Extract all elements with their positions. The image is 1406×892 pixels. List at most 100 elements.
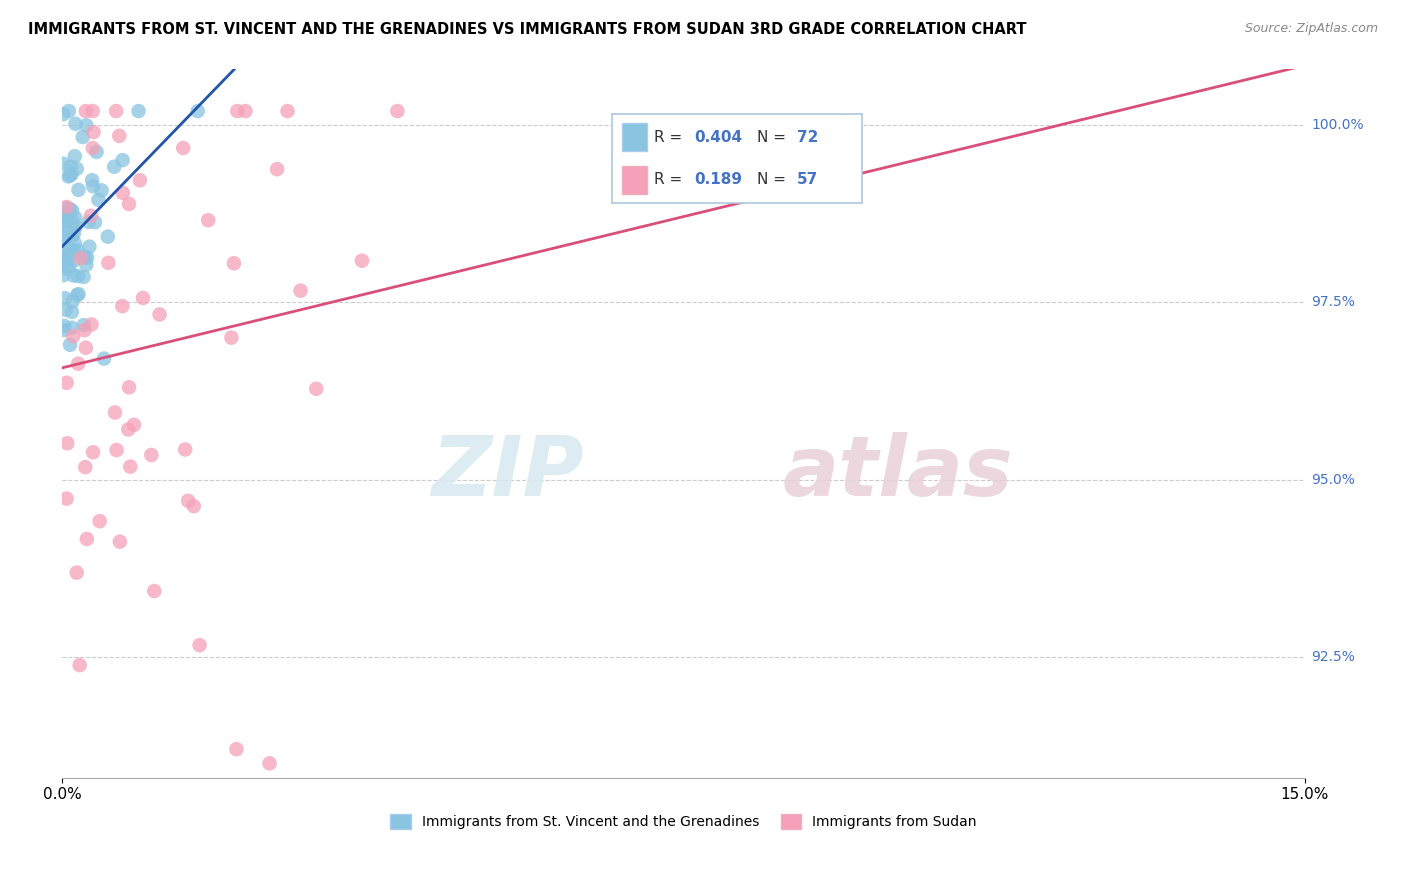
- Immigrants from Sudan: [73, 323, 96, 337]
- Immigrants from Sudan: [118, 197, 141, 211]
- Immigrants from Sudan: [75, 341, 97, 355]
- Immigrants from St. Vincent and the Grenadines: [77, 215, 100, 229]
- Immigrants from St. Vincent and the Grenadines: [67, 287, 90, 301]
- Immigrants from Sudan: [75, 460, 97, 475]
- Immigrants from St. Vincent and the Grenadines: [66, 288, 89, 302]
- Immigrants from St. Vincent and the Grenadines: [62, 268, 84, 283]
- Immigrants from St. Vincent and the Grenadines: [63, 227, 86, 241]
- Immigrants from Sudan: [80, 209, 103, 223]
- Immigrants from St. Vincent and the Grenadines: [63, 236, 86, 251]
- Immigrants from Sudan: [141, 448, 163, 462]
- Immigrants from St. Vincent and the Grenadines: [60, 320, 83, 334]
- Immigrants from St. Vincent and the Grenadines: [93, 351, 115, 366]
- Immigrants from St. Vincent and the Grenadines: [52, 252, 75, 266]
- Immigrants from St. Vincent and the Grenadines: [59, 169, 82, 183]
- Immigrants from St. Vincent and the Grenadines: [128, 104, 150, 119]
- Immigrants from St. Vincent and the Grenadines: [82, 179, 104, 194]
- Text: N =: N =: [756, 129, 786, 145]
- Immigrants from Sudan: [226, 104, 249, 119]
- Immigrants from St. Vincent and the Grenadines: [75, 258, 97, 272]
- Text: 0.404: 0.404: [695, 129, 742, 145]
- Immigrants from Sudan: [62, 329, 84, 343]
- Bar: [621, 166, 647, 194]
- Immigrants from St. Vincent and the Grenadines: [86, 145, 108, 159]
- Immigrants from St. Vincent and the Grenadines: [62, 294, 84, 309]
- Immigrants from Sudan: [89, 514, 111, 528]
- Immigrants from Sudan: [197, 213, 219, 227]
- Immigrants from Sudan: [69, 658, 91, 673]
- Immigrants from St. Vincent and the Grenadines: [58, 260, 80, 275]
- Immigrants from St. Vincent and the Grenadines: [53, 215, 76, 229]
- Immigrants from St. Vincent and the Grenadines: [72, 130, 94, 145]
- Immigrants from St. Vincent and the Grenadines: [53, 213, 76, 227]
- Immigrants from St. Vincent and the Grenadines: [59, 160, 82, 174]
- Immigrants from Sudan: [105, 104, 128, 119]
- Immigrants from St. Vincent and the Grenadines: [187, 104, 209, 119]
- Immigrants from Sudan: [259, 756, 281, 771]
- Immigrants from St. Vincent and the Grenadines: [52, 268, 75, 282]
- Immigrants from Sudan: [97, 256, 120, 270]
- Immigrants from St. Vincent and the Grenadines: [66, 244, 89, 258]
- Text: 0.189: 0.189: [695, 172, 742, 187]
- Immigrants from Sudan: [55, 491, 77, 506]
- Immigrants from Sudan: [276, 104, 298, 119]
- Text: IMMIGRANTS FROM ST. VINCENT AND THE GRENADINES VS IMMIGRANTS FROM SUDAN 3RD GRAD: IMMIGRANTS FROM ST. VINCENT AND THE GREN…: [28, 22, 1026, 37]
- Immigrants from St. Vincent and the Grenadines: [66, 161, 89, 176]
- Immigrants from Sudan: [235, 104, 257, 119]
- Text: Source: ZipAtlas.com: Source: ZipAtlas.com: [1244, 22, 1378, 36]
- Immigrants from St. Vincent and the Grenadines: [87, 193, 110, 207]
- Immigrants from Sudan: [76, 532, 98, 546]
- Immigrants from St. Vincent and the Grenadines: [58, 104, 80, 119]
- Immigrants from Sudan: [221, 331, 243, 345]
- Immigrants from St. Vincent and the Grenadines: [62, 216, 84, 230]
- Immigrants from St. Vincent and the Grenadines: [53, 218, 76, 232]
- Immigrants from Sudan: [350, 253, 373, 268]
- Immigrants from Sudan: [66, 566, 89, 580]
- Immigrants from Sudan: [111, 299, 134, 313]
- Immigrants from St. Vincent and the Grenadines: [52, 107, 75, 121]
- Immigrants from Sudan: [188, 638, 211, 652]
- Immigrants from St. Vincent and the Grenadines: [65, 117, 87, 131]
- Text: 100.0%: 100.0%: [1310, 119, 1364, 132]
- Immigrants from Sudan: [266, 162, 288, 177]
- Immigrants from St. Vincent and the Grenadines: [52, 230, 75, 244]
- Immigrants from Sudan: [108, 128, 131, 143]
- Immigrants from Sudan: [143, 584, 166, 599]
- Immigrants from St. Vincent and the Grenadines: [52, 256, 75, 270]
- Immigrants from St. Vincent and the Grenadines: [70, 249, 93, 263]
- Immigrants from St. Vincent and the Grenadines: [59, 338, 82, 352]
- Immigrants from Sudan: [67, 357, 90, 371]
- Immigrants from Sudan: [305, 382, 328, 396]
- Immigrants from St. Vincent and the Grenadines: [75, 250, 97, 264]
- Text: atlas: atlas: [783, 432, 1014, 513]
- Immigrants from St. Vincent and the Grenadines: [55, 261, 77, 276]
- Immigrants from St. Vincent and the Grenadines: [63, 149, 86, 163]
- Immigrants from Sudan: [82, 445, 104, 459]
- Immigrants from St. Vincent and the Grenadines: [65, 219, 87, 234]
- Immigrants from St. Vincent and the Grenadines: [52, 157, 75, 171]
- Immigrants from St. Vincent and the Grenadines: [90, 183, 112, 197]
- Text: N =: N =: [756, 172, 786, 187]
- Immigrants from Sudan: [75, 104, 97, 119]
- Immigrants from St. Vincent and the Grenadines: [60, 305, 83, 319]
- Immigrants from Sudan: [174, 442, 197, 457]
- Immigrants from St. Vincent and the Grenadines: [56, 210, 79, 224]
- Immigrants from Sudan: [104, 405, 127, 419]
- Immigrants from St. Vincent and the Grenadines: [72, 269, 94, 284]
- Immigrants from Sudan: [80, 318, 103, 332]
- Immigrants from St. Vincent and the Grenadines: [59, 202, 82, 217]
- Immigrants from St. Vincent and the Grenadines: [53, 318, 76, 333]
- Immigrants from St. Vincent and the Grenadines: [75, 119, 97, 133]
- Immigrants from Sudan: [118, 380, 141, 394]
- Immigrants from St. Vincent and the Grenadines: [63, 253, 86, 268]
- Text: ZIP: ZIP: [432, 432, 585, 513]
- Immigrants from St. Vincent and the Grenadines: [97, 229, 120, 244]
- Immigrants from St. Vincent and the Grenadines: [65, 211, 87, 225]
- Immigrants from St. Vincent and the Grenadines: [58, 169, 80, 184]
- Immigrants from Sudan: [82, 141, 104, 155]
- Immigrants from Sudan: [177, 493, 200, 508]
- Immigrants from St. Vincent and the Grenadines: [55, 201, 77, 215]
- Text: 72: 72: [797, 129, 818, 145]
- Bar: [621, 123, 647, 152]
- Text: R =: R =: [654, 172, 682, 187]
